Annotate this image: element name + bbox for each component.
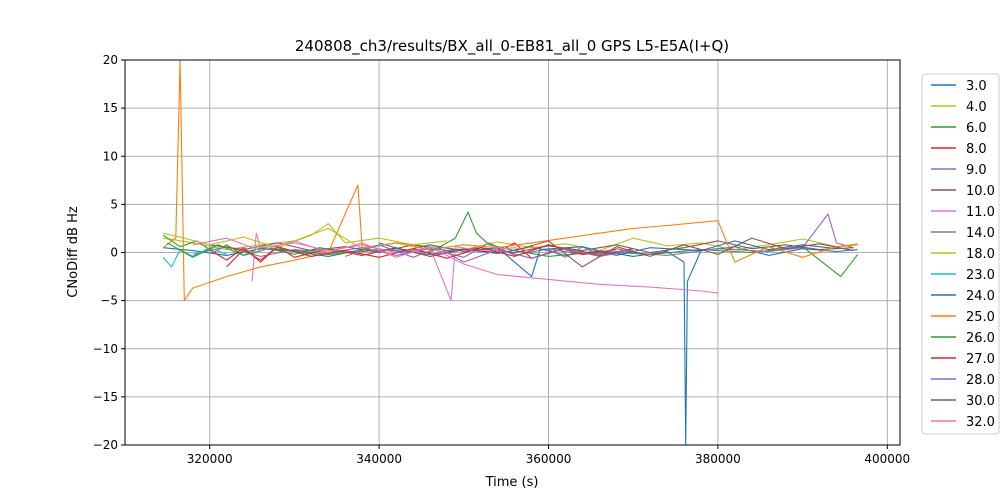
x-tick-label: 380000: [695, 452, 741, 466]
legend-label: 10.0: [966, 184, 995, 199]
x-tick-label: 360000: [526, 452, 572, 466]
x-tick-label: 400000: [864, 452, 910, 466]
legend-frame: [921, 73, 1000, 435]
y-ticks: −20 −15 −10 −5 0 5 10 15 20: [93, 53, 125, 452]
legend-label: 27.0: [966, 352, 995, 367]
legend-label: 23.0: [966, 268, 995, 283]
series-line-14.0: [548, 246, 634, 258]
series-line-30.0: [514, 237, 854, 268]
y-tick-label: 10: [103, 149, 118, 163]
series-line-10.0: [209, 240, 854, 254]
y-tick-label: 5: [110, 197, 118, 211]
series-line-28.0: [345, 244, 634, 263]
legend-label: 11.0: [966, 205, 995, 220]
series-line-32.0: [192, 237, 718, 294]
legend-label: 3.0: [966, 79, 987, 94]
legend-label: 4.0: [966, 100, 987, 115]
x-axis-label: Time (s): [485, 475, 539, 490]
x-ticks: 320000 340000 360000 380000 400000: [187, 445, 910, 466]
y-tick-label: −15: [93, 390, 118, 404]
legend-label: 25.0: [966, 310, 995, 325]
legend-label: 14.0: [966, 226, 995, 241]
legend-label: 24.0: [966, 289, 995, 304]
series-line-3.0: [163, 246, 858, 446]
series-layer: [162, 59, 859, 446]
legend-label: 8.0: [966, 142, 987, 157]
series-line-24.0: [378, 240, 837, 278]
y-tick-label: 15: [103, 101, 118, 115]
x-tick-label: 320000: [187, 452, 233, 466]
chart-title: 240808_ch3/results/BX_all_0-EB81_all_0 G…: [295, 37, 729, 56]
legend-label: 9.0: [966, 163, 987, 178]
series-line-23.0: [162, 247, 227, 268]
legend-label: 26.0: [966, 331, 995, 346]
series-line-26.0: [167, 242, 346, 258]
legend-label: 6.0: [966, 121, 987, 136]
series-line-27.0: [209, 244, 617, 263]
legend-label: 30.0: [966, 394, 995, 409]
series-line-9.0: [192, 213, 854, 258]
legend: 3.0 4.0 6.0 8.0 9.0 10.0 11.0 14.0 18.0 23.0 24.0 2…: [921, 73, 1000, 435]
y-tick-label: 0: [110, 246, 118, 260]
x-tick-label: 340000: [356, 452, 402, 466]
legend-label: 28.0: [966, 373, 995, 388]
y-tick-label: −20: [93, 438, 118, 452]
series-line-25.0: [162, 59, 858, 302]
y-axis-label: CNoDiff dB Hz: [66, 206, 81, 298]
y-tick-label: −5: [100, 294, 118, 308]
legend-label: 32.0: [966, 415, 995, 430]
y-tick-label: 20: [103, 53, 118, 67]
series-line-18.0: [162, 223, 447, 249]
legend-label: 18.0: [966, 247, 995, 262]
y-tick-label: −10: [93, 342, 118, 356]
